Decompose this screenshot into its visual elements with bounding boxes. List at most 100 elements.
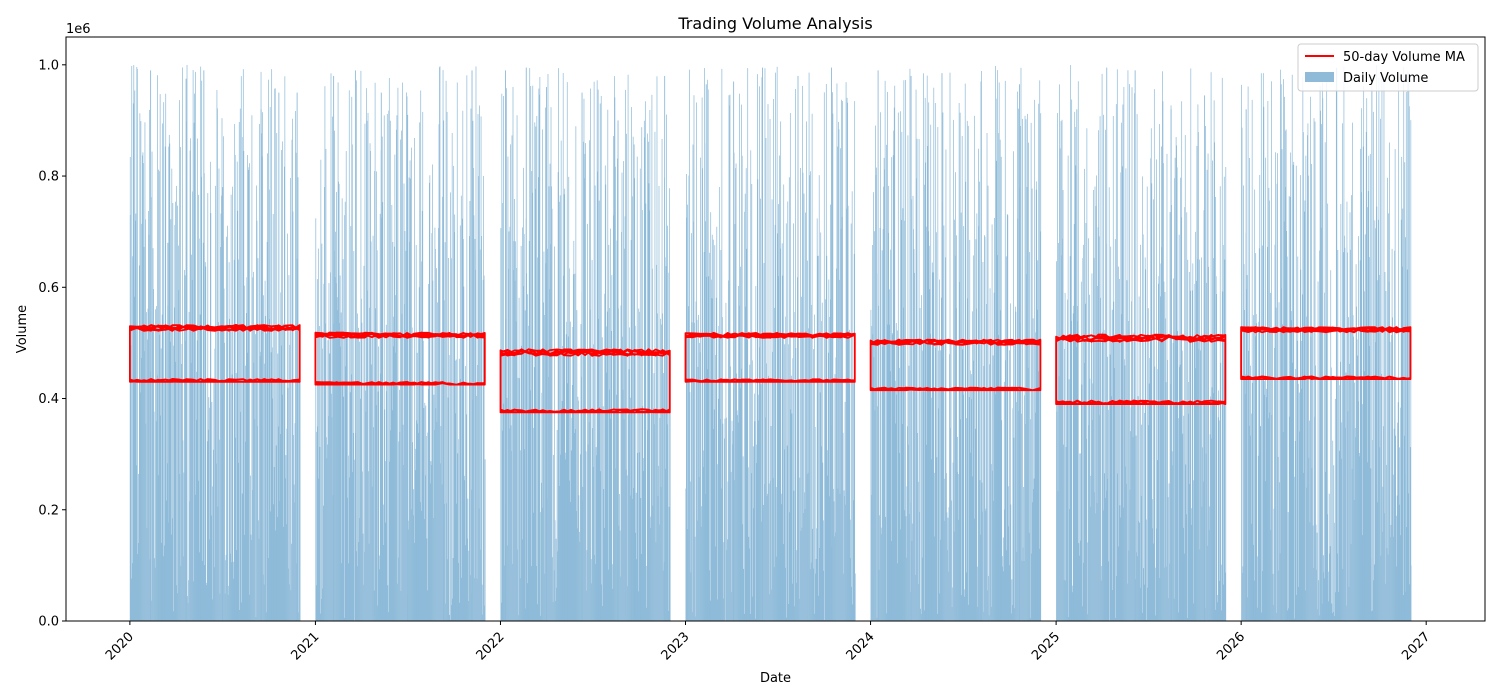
daily-volume-bar bbox=[1106, 67, 1108, 622]
daily-volume-bar bbox=[755, 285, 757, 621]
daily-volume-bar bbox=[1074, 111, 1076, 622]
daily-volume-bar bbox=[794, 606, 795, 621]
daily-volume-bar bbox=[1401, 266, 1403, 621]
daily-volume-bar bbox=[1309, 522, 1311, 621]
daily-volume-bar bbox=[909, 514, 910, 621]
daily-volume-bar bbox=[210, 515, 212, 621]
daily-volume-bar bbox=[353, 251, 355, 622]
daily-volume-bar bbox=[299, 333, 301, 621]
daily-volume-bar bbox=[143, 246, 145, 621]
daily-volume-bar bbox=[396, 129, 397, 621]
daily-volume-bar bbox=[445, 80, 447, 622]
daily-volume-bar bbox=[964, 589, 966, 621]
daily-volume-bar bbox=[1001, 556, 1003, 621]
daily-volume-bar bbox=[712, 239, 714, 621]
daily-volume-bar bbox=[612, 564, 613, 621]
daily-volume-bar bbox=[298, 378, 300, 621]
daily-volume-bar bbox=[750, 473, 752, 621]
daily-volume-bar bbox=[1189, 290, 1191, 621]
daily-volume-bar bbox=[1068, 379, 1070, 621]
daily-volume-bar bbox=[649, 210, 650, 621]
daily-volume-bar bbox=[907, 135, 909, 621]
daily-volume-bar bbox=[1016, 552, 1018, 621]
daily-volume-bar bbox=[1261, 245, 1263, 622]
daily-volume-bar bbox=[1395, 435, 1396, 621]
daily-volume-bar bbox=[714, 245, 716, 621]
daily-volume-bar bbox=[199, 552, 201, 621]
daily-volume-bar bbox=[1391, 335, 1392, 621]
daily-volume-bar bbox=[1298, 586, 1300, 621]
daily-volume-bar bbox=[952, 587, 953, 621]
daily-volume-bar bbox=[457, 453, 459, 621]
daily-volume-bar bbox=[362, 471, 363, 621]
daily-volume-bar bbox=[931, 262, 933, 621]
daily-volume-bar bbox=[692, 611, 693, 621]
daily-volume-bar bbox=[660, 487, 662, 621]
daily-volume-bar bbox=[559, 195, 561, 621]
daily-volume-bar bbox=[159, 334, 160, 621]
daily-volume-bar bbox=[1222, 291, 1224, 621]
daily-volume-bar bbox=[759, 347, 761, 621]
daily-volume-bar bbox=[272, 214, 274, 622]
daily-volume-bar bbox=[1009, 565, 1011, 621]
daily-volume-bar bbox=[202, 560, 204, 621]
daily-volume-bar bbox=[279, 324, 281, 621]
daily-volume-bar bbox=[835, 532, 836, 621]
daily-volume-bar bbox=[1177, 418, 1179, 621]
daily-volume-bar bbox=[1264, 157, 1266, 621]
daily-volume-bar bbox=[441, 484, 443, 621]
daily-volume-bar bbox=[1263, 106, 1265, 621]
daily-volume-bar bbox=[175, 361, 177, 621]
daily-volume-bar bbox=[742, 456, 744, 621]
daily-volume-bar bbox=[1170, 109, 1172, 622]
daily-volume-bar bbox=[653, 408, 654, 621]
daily-volume-bar bbox=[759, 86, 760, 622]
daily-volume-bar bbox=[594, 555, 595, 621]
daily-volume-bar bbox=[852, 604, 854, 621]
daily-volume-bar bbox=[1300, 388, 1302, 621]
daily-volume-bar bbox=[513, 241, 515, 621]
daily-volume-bar bbox=[729, 105, 730, 621]
daily-volume-bar bbox=[980, 534, 981, 621]
daily-volume-bar bbox=[470, 575, 471, 621]
daily-volume-bar bbox=[722, 423, 724, 621]
daily-volume-bar bbox=[509, 226, 511, 621]
daily-volume-bar bbox=[629, 327, 630, 621]
daily-volume-bar bbox=[695, 616, 696, 621]
daily-volume-bar bbox=[565, 334, 567, 621]
daily-volume-bar bbox=[1387, 177, 1388, 621]
daily-volume-bar bbox=[771, 199, 773, 621]
daily-volume-bar bbox=[324, 187, 325, 621]
daily-volume-bar bbox=[1308, 457, 1310, 621]
daily-volume-bar bbox=[1130, 407, 1132, 621]
daily-volume-bar bbox=[413, 489, 414, 621]
daily-volume-bar bbox=[271, 398, 273, 621]
daily-volume-bar bbox=[404, 303, 405, 621]
daily-volume-bar bbox=[1021, 413, 1022, 621]
daily-volume-bar bbox=[365, 411, 367, 621]
daily-volume-bar bbox=[662, 570, 664, 621]
daily-volume-bar bbox=[579, 531, 580, 621]
daily-volume-bar bbox=[292, 118, 293, 621]
daily-volume-bar bbox=[960, 419, 962, 621]
daily-volume-bar bbox=[667, 225, 668, 621]
daily-volume-bar bbox=[131, 65, 133, 622]
daily-volume-bar bbox=[1098, 130, 1099, 621]
daily-volume-bar bbox=[1195, 231, 1196, 621]
daily-volume-bar bbox=[155, 421, 157, 621]
daily-volume-bar bbox=[1103, 330, 1105, 621]
daily-volume-bar bbox=[736, 410, 738, 621]
daily-volume-bar bbox=[1336, 553, 1338, 621]
daily-volume-bar bbox=[961, 136, 963, 621]
daily-volume-bar bbox=[650, 527, 651, 621]
daily-volume-bar bbox=[430, 461, 432, 621]
daily-volume-bar bbox=[822, 462, 824, 621]
daily-volume-bar bbox=[927, 231, 929, 621]
daily-volume-bar bbox=[164, 146, 166, 621]
daily-volume-bar bbox=[1183, 415, 1185, 621]
daily-volume-bar bbox=[453, 165, 455, 621]
daily-volume-bar bbox=[167, 242, 169, 622]
daily-volume-bar bbox=[697, 520, 698, 621]
daily-volume-bar bbox=[525, 67, 527, 622]
daily-volume-bar bbox=[193, 122, 195, 621]
